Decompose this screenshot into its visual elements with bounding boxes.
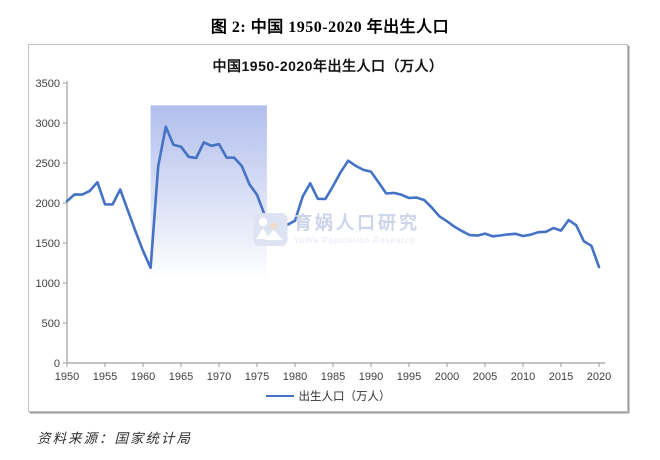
- y-tick-label: 2500: [36, 158, 60, 170]
- x-tick-label: 2010: [511, 371, 535, 383]
- y-tick-label: 500: [42, 318, 60, 330]
- y-tick-label: 3500: [36, 78, 60, 90]
- x-tick-label: 2020: [587, 371, 611, 383]
- chart-title: 中国1950-2020年出生人口（万人）: [212, 58, 444, 74]
- y-tick-label: 0: [54, 358, 60, 370]
- x-tick-label: 1970: [207, 371, 231, 383]
- x-tick-label: 1995: [397, 371, 421, 383]
- axes: [66, 81, 605, 364]
- x-tick-label: 1985: [321, 371, 345, 383]
- highlight-band: [150, 105, 267, 364]
- x-tick-label: 1990: [359, 371, 383, 383]
- x-tick-label: 2005: [473, 371, 497, 383]
- legend-line-marker: [265, 394, 294, 398]
- x-tick-label: 2015: [549, 371, 573, 383]
- chart-legend: 出生人口（万人）: [29, 388, 627, 404]
- line-chart-plot: 0 500 1000 1500 2000 2500 3000 3500 1950 1955 1960…: [36, 78, 612, 383]
- x-tick-label: 1950: [55, 371, 79, 383]
- x-tick-label: 2000: [435, 371, 459, 383]
- x-tick-label: 1960: [131, 371, 155, 383]
- source-note: 资料来源：国家统计局: [37, 431, 192, 446]
- y-tick-label: 1000: [36, 278, 60, 290]
- x-tick-label: 1965: [169, 371, 193, 383]
- y-tick-label: 3000: [36, 118, 60, 130]
- y-tick-label: 2000: [36, 198, 60, 210]
- birth-population-line: [65, 125, 601, 270]
- legend-label: 出生人口（万人）: [298, 391, 391, 403]
- x-tick-label: 1975: [245, 371, 269, 383]
- chart-box: 中国1950-2020年出生人口（万人） 0 500 1000 1500 2000 250…: [28, 44, 628, 412]
- y-tick-label: 1500: [36, 238, 60, 250]
- figure-caption: 图 2: 中国 1950-2020 年出生人口: [210, 19, 450, 36]
- x-tick-label: 1980: [283, 371, 307, 383]
- x-tick-label: 1955: [93, 371, 117, 383]
